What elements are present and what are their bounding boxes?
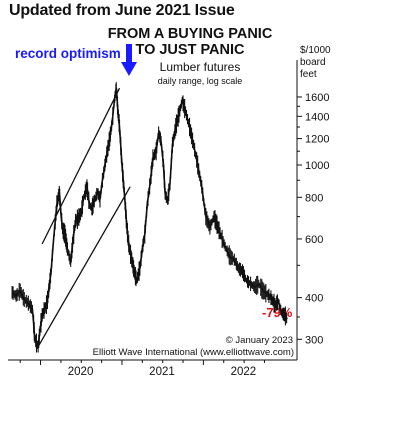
issue-update-header: Updated from June 2021 Issue (9, 2, 235, 19)
trend-channel-line-1 (37, 186, 131, 348)
y-tick-label: 300 (305, 334, 323, 346)
axis-layer: 1600 1400 1200 1000 800 600 400 300 2020 2021 2022 (8, 60, 329, 378)
y-tick-label: 400 (305, 293, 323, 305)
chart-title-line-2: TO JUST PANIC (135, 42, 245, 58)
down-arrow-icon (121, 44, 137, 76)
y-tick-label: 1200 (305, 134, 329, 146)
x-tick-label: 2021 (149, 366, 175, 378)
y-tick-label: 1000 (305, 160, 329, 172)
y-tick-label: 600 (305, 234, 323, 246)
price-series-line (11, 87, 288, 348)
annotation-record-optimism: record optimism (15, 46, 121, 61)
y-tick-label: 1400 (305, 111, 329, 123)
y-unit-line-2: board (300, 57, 326, 68)
y-unit-line-1: $/1000 (300, 45, 331, 56)
x-tick-label: 2020 (68, 366, 94, 378)
trend-channel-line-2 (41, 87, 121, 245)
y-tick-label: 800 (305, 192, 323, 204)
x-tick-label: 2022 (231, 366, 257, 378)
credit-source: Elliott Wave International (www.elliottw… (93, 347, 294, 358)
plot-layer (11, 82, 288, 353)
y-unit-line-3: feet (300, 69, 317, 80)
chart-subtitle: Lumber futures (160, 60, 241, 74)
chart-note: daily range, log scale (158, 76, 243, 86)
credit-date: © January 2023 (226, 335, 293, 346)
chart-title-line-1: FROM A BUYING PANIC (108, 26, 273, 42)
y-tick-label: 1600 (305, 92, 329, 104)
